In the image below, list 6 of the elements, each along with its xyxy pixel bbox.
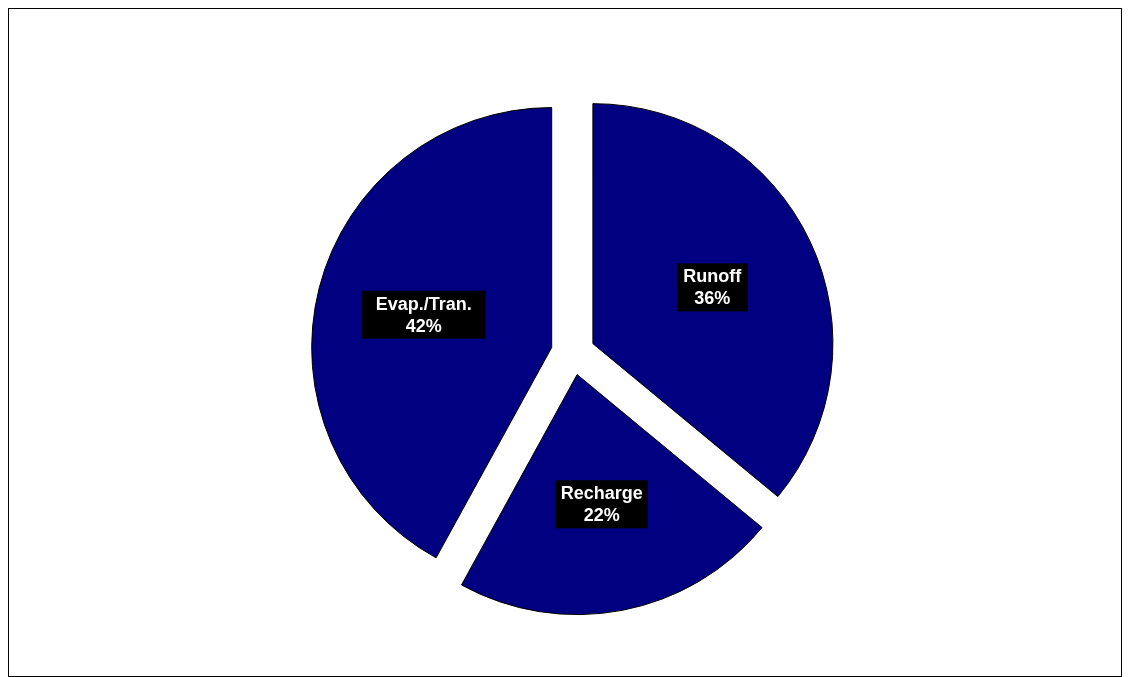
data-label: 22% [583, 505, 620, 526]
slice-label: Evap./Tran. [375, 293, 472, 314]
data-label: 36% [694, 288, 731, 309]
slice-label: Runoff [683, 266, 743, 287]
data-label: 42% [405, 315, 442, 336]
slice-label: Recharge [560, 483, 643, 504]
